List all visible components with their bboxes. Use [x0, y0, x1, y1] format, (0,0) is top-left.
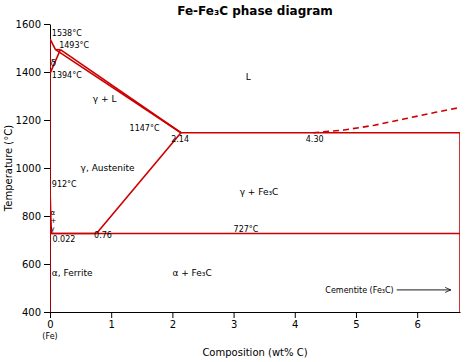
stacked-label: γ — [51, 225, 55, 233]
x-axis-title: Composition (wt% C) — [202, 347, 307, 358]
x-tick: 5 — [353, 312, 359, 330]
labels: (Fe) 1538°C 1493°C 1394°C 912°C 1147°C 727°C 0.… — [42, 29, 450, 340]
y-tick-mark — [44, 24, 50, 25]
y-tick: 600 — [22, 259, 50, 270]
y-tick: 400 — [22, 307, 50, 318]
y-tick-label: 800 — [22, 211, 41, 222]
region-label: L — [246, 72, 251, 82]
y-tick-mark — [44, 168, 50, 169]
annotation: 0.022 — [52, 235, 75, 244]
y-tick-label: 1200 — [16, 115, 41, 126]
phase-line — [181, 132, 313, 134]
x-tick: 0 — [47, 312, 53, 330]
phase-line — [50, 39, 56, 50]
x-tick-mark — [172, 312, 173, 318]
region-label: α, Ferrite — [52, 268, 93, 278]
annotation: 912°C — [52, 180, 77, 189]
x-tick-label: 4 — [292, 319, 298, 330]
stacked-label: + — [51, 217, 57, 225]
chart-svg: 0 1 2 3 4 5 6 400 600 800 1000 1200 1400 1600 (Fe) 1538… — [0, 0, 474, 362]
x-tick-mark — [356, 312, 357, 318]
annotation: 727°C — [234, 225, 259, 234]
y-tick-label: 1400 — [16, 67, 41, 78]
region-label: γ, Austenite — [81, 163, 135, 173]
phase-line — [56, 50, 181, 133]
annotation: 0.76 — [94, 231, 112, 240]
phase-line — [313, 132, 460, 134]
region-label: γ + L — [93, 94, 117, 104]
annotation-arrow — [397, 289, 451, 290]
phase-line — [313, 108, 460, 133]
arrow-label: Cementite (Fe₃C) — [325, 286, 393, 295]
y-tick-mark — [44, 264, 50, 265]
annotation: 1394°C — [52, 71, 82, 80]
x-tick: 1 — [109, 312, 115, 330]
y-tick: 1200 — [16, 115, 50, 126]
annotation: 1538°C — [52, 29, 82, 38]
x-tick-mark — [50, 312, 51, 318]
x-tick-label: 0 — [47, 319, 53, 330]
phase-line — [97, 133, 181, 234]
region-label: γ + Fe₃C — [240, 187, 279, 197]
y-tick-mark — [44, 312, 50, 313]
y-axis: 400 600 800 1000 1200 1400 1600 — [16, 19, 51, 318]
phase-line — [50, 73, 51, 189]
plot-area: 0 1 2 3 4 5 6 400 600 800 1000 1200 1400 1600 (Fe) 1538… — [16, 19, 461, 341]
x-tick-label: 6 — [414, 319, 420, 330]
annotation: 4.30 — [306, 135, 324, 144]
y-tick-label: 1000 — [16, 163, 41, 174]
y-tick: 1600 — [16, 19, 50, 30]
x-axis: 0 1 2 3 4 5 6 — [47, 312, 460, 330]
annotation: 1493°C — [59, 41, 89, 50]
annotation: 1147°C — [130, 124, 160, 133]
x-tick-label: 5 — [353, 319, 359, 330]
y-axis-title: Temperature (°C) — [3, 125, 14, 212]
x-tick: 4 — [292, 312, 298, 330]
y-tick-mark — [44, 120, 50, 121]
phase-line — [50, 189, 51, 312]
x-tick-label: 1 — [109, 319, 115, 330]
y-tick: 1400 — [16, 67, 50, 78]
y-tick-mark — [44, 72, 50, 73]
phase-line — [50, 50, 60, 74]
x-tick-mark — [417, 312, 418, 318]
y-tick-label: 600 — [22, 259, 41, 270]
phase-line — [50, 39, 51, 74]
x-tick: 3 — [231, 312, 237, 330]
y-tick-label: 400 — [22, 307, 41, 318]
x-tick: 2 — [170, 312, 176, 330]
chart-container: 0 1 2 3 4 5 6 400 600 800 1000 1200 1400 1600 (Fe) 1538… — [0, 0, 474, 362]
stacked-label: α — [51, 209, 56, 217]
annotation: (Fe) — [42, 332, 57, 341]
x-tick-mark — [295, 312, 296, 318]
x-tick: 6 — [414, 312, 420, 330]
y-tick: 800 — [22, 211, 50, 222]
y-tick-label: 1600 — [16, 19, 41, 30]
x-tick-mark — [111, 312, 112, 318]
x-tick-label: 3 — [231, 319, 237, 330]
lines — [50, 39, 460, 312]
region-label: α + Fe₃C — [172, 268, 211, 278]
y-tick-mark — [44, 216, 50, 217]
x-tick-label: 2 — [170, 319, 176, 330]
title: Fe-Fe₃C phase diagram — [177, 4, 333, 18]
region-label: δ — [51, 58, 57, 68]
x-tick-mark — [234, 312, 235, 318]
phase-line — [459, 133, 460, 312]
annotation: 2.14 — [171, 135, 189, 144]
y-tick: 1000 — [16, 163, 50, 174]
